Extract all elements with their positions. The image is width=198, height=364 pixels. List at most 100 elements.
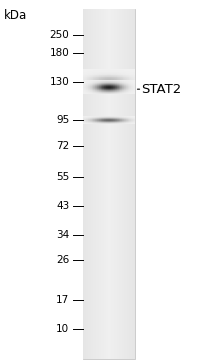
Bar xyxy=(109,82,110,83)
Bar xyxy=(129,89,130,90)
Bar xyxy=(97,80,98,81)
Bar xyxy=(132,118,133,119)
Bar xyxy=(133,121,134,122)
Bar xyxy=(112,116,113,117)
Bar xyxy=(107,83,108,84)
Bar xyxy=(85,84,86,85)
Bar xyxy=(129,116,130,117)
Bar xyxy=(110,89,111,90)
Bar xyxy=(92,92,93,93)
Bar xyxy=(115,79,116,80)
Bar xyxy=(124,90,125,91)
Bar xyxy=(91,123,92,124)
Bar xyxy=(97,89,98,90)
Bar xyxy=(118,81,119,82)
Bar xyxy=(87,121,88,122)
Bar xyxy=(97,122,98,123)
Bar xyxy=(116,80,117,81)
Bar xyxy=(97,93,98,94)
Bar xyxy=(128,73,129,74)
Bar xyxy=(118,120,119,121)
Bar xyxy=(86,82,87,83)
Bar xyxy=(126,78,127,79)
Bar xyxy=(109,89,110,90)
Bar xyxy=(88,121,89,122)
Bar xyxy=(91,118,92,119)
Bar xyxy=(134,122,135,123)
Bar xyxy=(111,90,112,91)
Bar xyxy=(112,121,113,122)
Bar xyxy=(100,89,101,90)
Bar xyxy=(92,83,93,84)
Bar xyxy=(115,91,116,92)
Bar xyxy=(101,120,102,121)
Bar xyxy=(93,80,94,81)
Bar xyxy=(129,80,130,81)
Bar xyxy=(103,77,104,78)
Bar xyxy=(116,83,117,84)
Bar xyxy=(108,81,109,82)
Bar xyxy=(89,122,90,123)
Bar xyxy=(122,90,123,91)
Bar xyxy=(104,123,105,124)
Bar xyxy=(128,116,129,117)
Bar xyxy=(87,93,88,94)
Text: 72: 72 xyxy=(56,141,69,151)
Bar xyxy=(91,85,92,86)
Bar xyxy=(87,74,88,75)
Bar xyxy=(117,90,118,91)
Bar xyxy=(95,123,96,124)
Bar xyxy=(118,123,119,124)
Bar xyxy=(128,88,129,89)
Bar xyxy=(113,123,114,124)
Bar xyxy=(114,120,115,121)
Bar xyxy=(99,82,100,83)
Bar xyxy=(107,87,108,88)
Bar xyxy=(89,77,90,78)
Bar xyxy=(101,122,102,123)
Bar xyxy=(115,86,116,87)
Bar xyxy=(88,77,89,78)
Bar xyxy=(108,118,109,119)
Bar xyxy=(119,90,120,91)
Bar xyxy=(109,91,110,92)
Bar xyxy=(87,121,88,122)
Bar xyxy=(103,80,104,81)
Bar xyxy=(109,81,110,82)
Bar xyxy=(100,120,101,121)
Bar xyxy=(130,118,131,119)
Bar xyxy=(106,122,107,123)
Bar xyxy=(120,73,121,74)
Bar xyxy=(106,123,107,124)
Bar xyxy=(121,86,122,87)
Bar xyxy=(98,79,99,80)
Bar xyxy=(111,88,112,89)
Bar xyxy=(89,83,90,84)
Bar xyxy=(120,91,121,92)
Bar xyxy=(133,72,134,73)
Bar xyxy=(127,90,128,91)
Bar xyxy=(96,81,97,82)
Bar xyxy=(129,89,130,90)
Bar xyxy=(88,118,89,119)
Bar xyxy=(125,119,126,120)
Bar xyxy=(126,76,127,77)
Bar xyxy=(94,86,95,87)
Bar xyxy=(102,87,103,88)
Bar xyxy=(105,119,106,120)
Bar xyxy=(89,93,90,94)
Bar xyxy=(101,88,102,89)
Bar xyxy=(122,117,123,118)
Bar xyxy=(120,92,121,93)
Bar xyxy=(110,70,111,71)
Bar xyxy=(126,88,127,89)
Bar xyxy=(104,88,105,89)
Bar xyxy=(86,83,87,84)
Bar xyxy=(115,120,116,121)
Bar xyxy=(91,86,92,87)
Bar xyxy=(131,116,132,117)
Bar xyxy=(109,117,110,118)
Bar xyxy=(95,71,96,72)
Bar xyxy=(104,90,105,91)
Bar xyxy=(106,117,107,118)
